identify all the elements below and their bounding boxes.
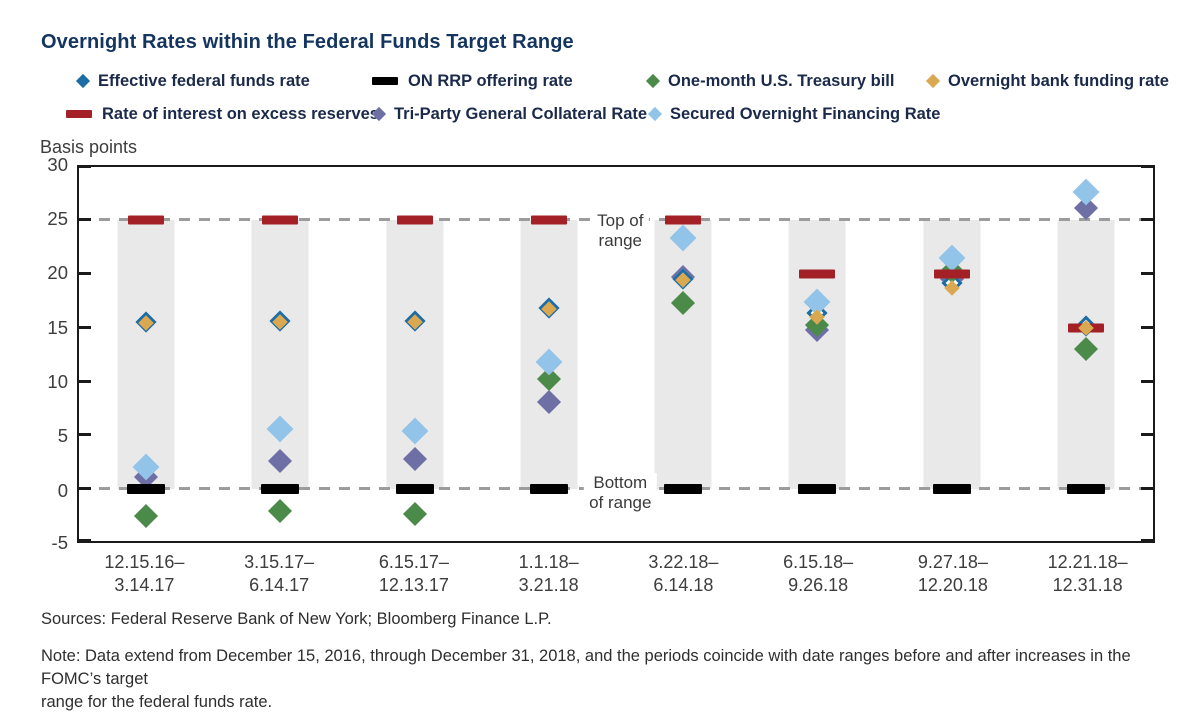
legend-label: Effective federal funds rate (98, 71, 310, 90)
y-axis-tick (1141, 379, 1153, 383)
y-axis-tick (79, 379, 91, 383)
marker-rate-of-interest-on-excess-reserves (128, 215, 165, 225)
y-axis-labels: 30 25 20 15 10 5 0 -5 (0, 154, 68, 553)
legend-item-overnight-bank-funding-rate: Overnight bank funding rate (925, 71, 1169, 91)
legend-label: Rate of interest on excess reserves (102, 104, 379, 123)
y-axis-tick (79, 487, 91, 491)
marker-on-rrp-offering-rate (395, 484, 434, 495)
legend-label: ON RRP offering rate (408, 71, 573, 90)
marker-one-month-u-s-treasury-bill (402, 501, 427, 527)
x-axis-period-label: 3.22.18– 6.14.18 (648, 552, 719, 595)
y-axis-tick-label: 10 (47, 370, 68, 392)
marker-on-rrp-offering-rate (1066, 484, 1105, 495)
legend-item-on-rrp-offering-rate: ON RRP offering rate (372, 71, 573, 91)
secured-overnight-financing-rate-marker-icon (647, 106, 663, 122)
x-axis-period-label: 1.1.18– 3.21.18 (518, 552, 579, 595)
x-axis-period-label: 9.27.18– 12.20.18 (917, 552, 988, 595)
x-axis-period-label: 6.15.18– 9.26.18 (783, 552, 854, 595)
y-axis-tick-label: -5 (51, 532, 68, 553)
y-axis-tick-label: 30 (47, 154, 68, 175)
y-axis-tick (79, 165, 91, 168)
y-axis-tick (79, 325, 91, 329)
marker-rate-of-interest-on-excess-reserves (262, 215, 299, 225)
legend-item-effective-federal-funds-rate: Effective federal funds rate (75, 71, 310, 91)
y-axis-tick (1141, 165, 1153, 168)
legend-item-one-month-u-s-treasury-bill: One-month U.S. Treasury bill (645, 71, 895, 91)
note-line-1: Note: Data extend from December 15, 2016… (41, 647, 1131, 688)
x-axis-period-label: 3.15.17– 6.14.17 (244, 552, 315, 595)
tri-party-general-collateral-rate-marker-icon (371, 106, 387, 122)
effective-federal-funds-rate-marker-icon (75, 73, 91, 89)
chart-title: Overnight Rates within the Federal Funds… (41, 31, 574, 53)
overnight-bank-funding-rate-marker-icon (925, 73, 941, 89)
y-axis-unit-label: Basis points (40, 137, 138, 157)
marker-on-rrp-offering-rate (529, 484, 568, 495)
rate-of-interest-on-excess-reserves-marker-icon (66, 110, 92, 118)
y-axis-tick-label: 15 (47, 316, 68, 338)
y-axis-tick-label: 20 (47, 262, 68, 284)
y-axis-tick (79, 271, 91, 275)
legend-item-tri-party-general-collateral-rate: Tri-Party General Collateral Rate (371, 104, 648, 124)
y-axis-tick (79, 539, 91, 542)
marker-on-rrp-offering-rate (127, 484, 166, 495)
target-range-band (117, 220, 175, 490)
y-axis-tick (1141, 487, 1153, 491)
marker-rate-of-interest-on-excess-reserves (530, 215, 567, 225)
marker-on-rrp-offering-rate (664, 484, 703, 495)
y-axis-tick (79, 218, 91, 222)
legend-item-secured-overnight-financing-rate: Secured Overnight Financing Rate (647, 104, 941, 124)
marker-one-month-u-s-treasury-bill (134, 504, 159, 529)
target-range-band (654, 220, 712, 490)
marker-rate-of-interest-on-excess-reserves (396, 215, 433, 225)
sources-text: Sources: Federal Reserve Bank of New Yor… (41, 610, 552, 628)
on-rrp-offering-rate-marker-icon (372, 77, 398, 85)
marker-on-rrp-offering-rate (932, 484, 971, 495)
x-axis-labels: 12.15.16– 3.14.17 3.15.17– 6.14.17 6.15.17– 1… (77, 551, 1155, 603)
legend-label: Tri-Party General Collateral Rate (394, 104, 648, 123)
legend-label: One-month U.S. Treasury bill (668, 71, 895, 90)
y-axis-tick (1141, 539, 1153, 542)
marker-rate-of-interest-on-excess-reserves (665, 215, 702, 225)
legend-label: Overnight bank funding rate (948, 71, 1169, 90)
marker-one-month-u-s-treasury-bill (268, 498, 293, 523)
y-axis-tick (1141, 325, 1153, 329)
y-axis-tick (1141, 218, 1153, 222)
y-axis-tick (79, 433, 91, 437)
top-of-range-label: Top of range (592, 211, 649, 252)
note-text: Note: Data extend from December 15, 2016… (41, 645, 1171, 714)
target-range-band (788, 220, 846, 490)
note-line-2: range for the federal funds rate. (41, 693, 273, 711)
marker-on-rrp-offering-rate (261, 484, 300, 495)
x-axis-period-label: 6.15.17– 12.13.17 (378, 552, 449, 595)
y-axis-tick (1141, 433, 1153, 437)
one-month-u-s-treasury-bill-marker-icon (645, 73, 661, 89)
y-axis-tick-label: 0 (57, 479, 68, 501)
y-axis-tick-label: 5 (57, 425, 68, 447)
target-range-band (251, 220, 309, 490)
x-axis-period-label: 12.21.18– 12.31.18 (1047, 552, 1128, 595)
plot-area: Top of range Bottom of range (77, 165, 1155, 543)
y-axis-tick-label: 25 (47, 207, 68, 229)
marker-rate-of-interest-on-excess-reserves (799, 269, 836, 279)
y-axis-tick (1141, 271, 1153, 275)
legend-item-rate-of-interest-on-excess-reserves: Rate of interest on excess reserves (66, 104, 379, 124)
marker-on-rrp-offering-rate (798, 484, 837, 495)
marker-secured-overnight-financing-rate (1072, 178, 1100, 206)
bottom-of-range-label: Bottom of range (584, 473, 657, 514)
x-axis-period-label: 12.15.16– 3.14.17 (104, 552, 185, 595)
legend-label: Secured Overnight Financing Rate (670, 104, 941, 123)
marker-rate-of-interest-on-excess-reserves (933, 269, 970, 279)
